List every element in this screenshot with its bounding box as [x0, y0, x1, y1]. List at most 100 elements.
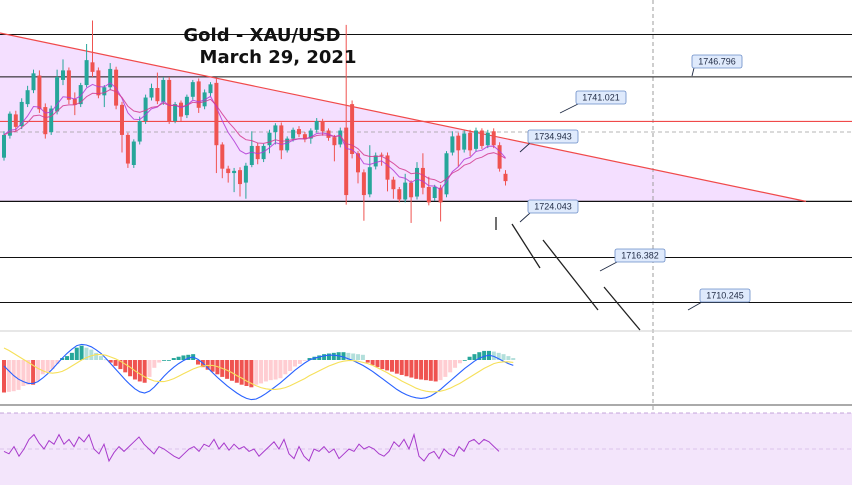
- level-label-text-4: 1716.382: [621, 251, 659, 261]
- candle-body: [361, 172, 366, 196]
- macd-histogram-bar: [123, 360, 128, 373]
- macd-histogram-bar: [113, 360, 118, 366]
- macd-histogram-bar: [65, 356, 70, 360]
- candle-body: [302, 134, 307, 140]
- macd-histogram-bar: [118, 360, 123, 370]
- candle-body: [456, 135, 461, 151]
- macd-histogram-bar: [506, 356, 511, 360]
- macd-histogram-bar: [142, 360, 147, 383]
- candle-body: [155, 88, 160, 102]
- candle-body: [379, 154, 384, 156]
- macd-histogram-bar: [31, 360, 36, 385]
- candle-body: [497, 145, 502, 169]
- macd-histogram-bar: [268, 360, 273, 381]
- level-label-text-5: 1710.245: [706, 291, 744, 301]
- macd-histogram-bar: [307, 358, 312, 360]
- macd-histogram-bar: [302, 360, 307, 361]
- macd-histogram-bar: [128, 360, 133, 377]
- macd-histogram-bar: [341, 352, 346, 360]
- level-label-text-3: 1724.043: [534, 202, 572, 212]
- title-line-1: Gold - XAU/USD: [183, 25, 340, 46]
- candle-body: [37, 75, 42, 110]
- candle-body: [61, 70, 65, 80]
- candlesticks: [2, 20, 508, 223]
- candle-body: [468, 132, 473, 151]
- macd-histogram-bar: [229, 360, 234, 381]
- trend-lines: [0, 32, 807, 331]
- candle-body: [232, 170, 237, 174]
- macd-histogram-bar: [419, 360, 424, 380]
- macd-histogram-bar: [147, 360, 152, 377]
- macd-histogram-bar: [414, 360, 419, 379]
- macd-histogram-bar: [404, 360, 409, 377]
- candle-body: [415, 167, 419, 197]
- macd-histogram-bar: [249, 360, 254, 388]
- macd-histogram-bar: [94, 352, 99, 360]
- level-label-box-1: [575, 90, 627, 105]
- macd-histogram-bar: [176, 356, 181, 360]
- candle-body: [255, 145, 260, 160]
- ema-fast-line: [3, 82, 506, 191]
- macd-histogram-bar: [443, 360, 448, 377]
- level-label-pointer-4: [599, 261, 618, 272]
- candle-body: [279, 125, 284, 151]
- candle-body: [267, 132, 272, 146]
- macd-histogram-bar: [491, 351, 496, 360]
- macd-histogram-bar: [501, 354, 506, 360]
- macd-histogram-bar: [326, 353, 331, 360]
- macd-histogram-bar: [370, 360, 375, 366]
- macd-histogram-bar: [457, 360, 462, 364]
- candle-body: [320, 121, 325, 132]
- macd-histogram-bar: [21, 360, 26, 386]
- macd-histogram-bar: [462, 360, 467, 361]
- macd-histogram-bar: [137, 360, 142, 382]
- candle-body: [249, 145, 254, 165]
- candle-body: [373, 155, 378, 167]
- macd-histogram-bar: [331, 352, 336, 360]
- candle-body: [491, 131, 496, 146]
- macd-histogram-bar: [26, 360, 31, 385]
- macd-histogram-bar: [162, 360, 167, 361]
- candle-body: [125, 134, 130, 164]
- chart-title: Gold - XAU/USD March 29, 2021: [183, 25, 356, 68]
- macd-histogram-bar: [428, 360, 433, 381]
- candle-body: [273, 125, 278, 132]
- macd-histogram-bar: [448, 360, 453, 373]
- level-label-pointer-3: [519, 212, 531, 223]
- candle-body: [2, 134, 6, 158]
- candle-body: [432, 187, 437, 198]
- candle-body: [285, 138, 290, 151]
- macd-histogram-bar: [433, 360, 438, 382]
- macd-histogram-bar: [273, 360, 278, 380]
- macd-histogram-bar: [35, 360, 40, 381]
- candle-body: [55, 77, 60, 112]
- candle-body: [356, 153, 360, 173]
- macd-histogram-bar: [322, 354, 327, 360]
- candle-body: [308, 130, 313, 139]
- level-label-text-2: 1734.943: [534, 132, 572, 142]
- candle-body: [367, 167, 372, 195]
- level-label-box-0: [691, 54, 743, 69]
- macd-histogram-bar: [394, 360, 399, 374]
- macd-histogram-bar: [40, 360, 45, 375]
- macd-histogram-bar: [16, 360, 21, 390]
- macd-histogram-bar: [84, 347, 89, 360]
- macd-histogram-bar: [360, 354, 365, 360]
- macd-histogram-bar: [186, 354, 191, 360]
- candle-body: [291, 129, 296, 139]
- macd-histogram-bar: [74, 347, 79, 360]
- level-label-box-3: [527, 199, 579, 214]
- macd-histogram-bar: [196, 360, 200, 365]
- candle-body: [78, 85, 83, 105]
- macd-histogram-bar: [409, 360, 414, 378]
- candle-body: [143, 97, 148, 121]
- macd-histogram-bar: [263, 360, 268, 382]
- macd-histogram-bar: [225, 360, 230, 379]
- macd-histogram-bar: [477, 352, 482, 360]
- macd-histogram-bar: [297, 360, 302, 364]
- macd-histogram-bar: [453, 360, 458, 368]
- macd-histogram-bar: [467, 356, 472, 360]
- macd-histogram-bar: [103, 359, 108, 361]
- macd-histogram-bar: [2, 360, 6, 393]
- signal-line: [3, 347, 514, 393]
